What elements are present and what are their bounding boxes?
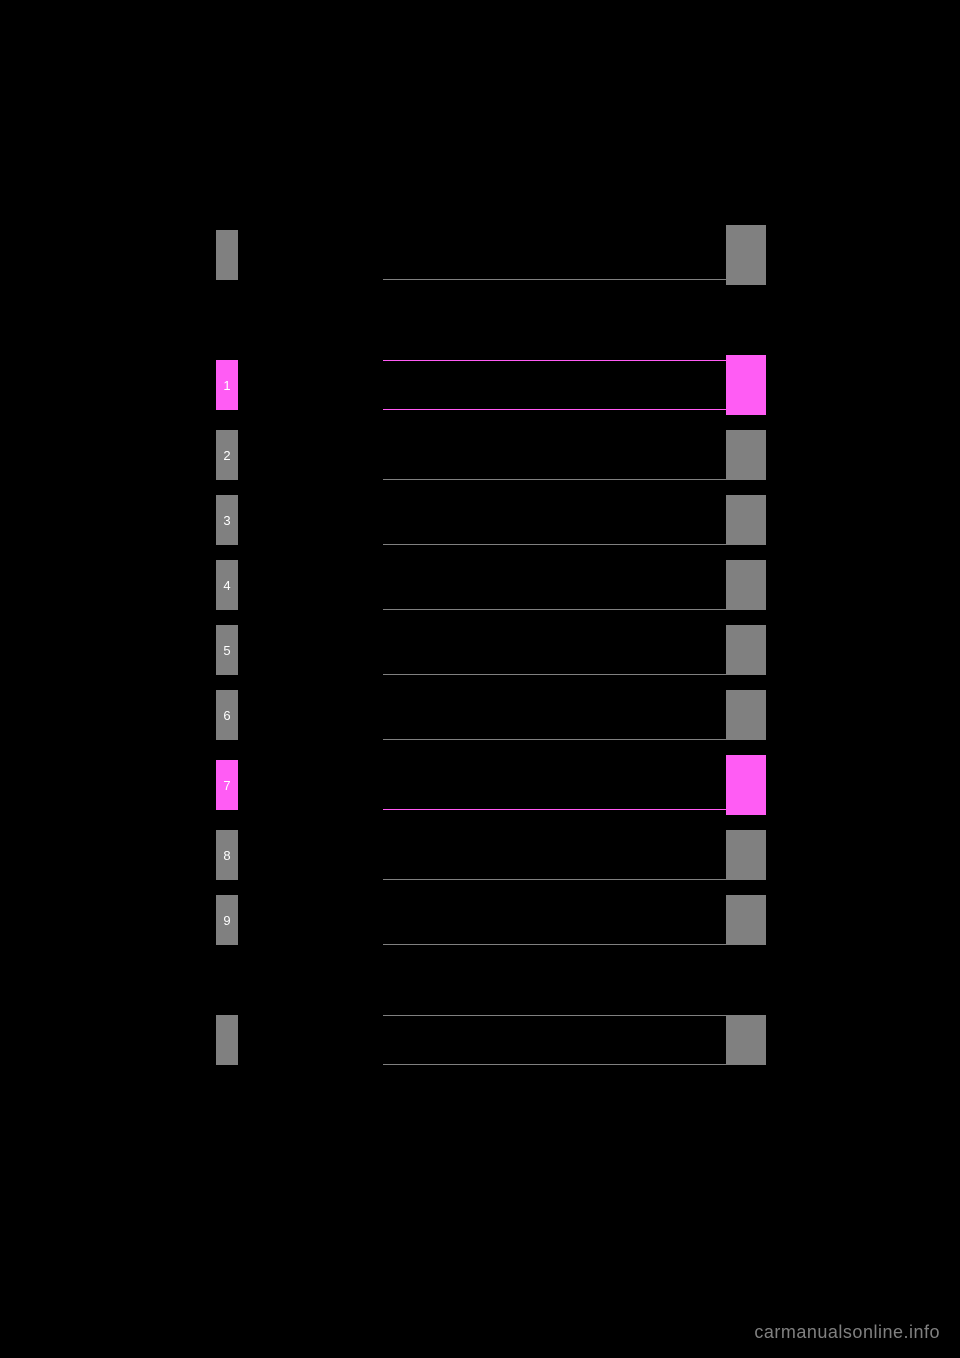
chapter-box-9	[383, 895, 726, 945]
toc-row-8: 8	[216, 830, 766, 880]
chapter-box-1	[383, 360, 726, 410]
tab-label-text: 5	[223, 643, 230, 658]
page-box-5	[726, 625, 766, 675]
tab-chapter-3: 3	[216, 495, 238, 545]
toc-row-intro	[216, 225, 766, 285]
tab-label-text: 3	[223, 513, 230, 528]
page-box-9	[726, 895, 766, 945]
tab-index	[216, 1015, 238, 1065]
chapter-box-index	[383, 1015, 726, 1065]
tab-label-text: 1	[223, 378, 230, 393]
tab-label-text: 6	[223, 708, 230, 723]
chapter-box-2	[383, 430, 726, 480]
toc-row-index	[216, 1015, 766, 1065]
tab-chapter-9: 9	[216, 895, 238, 945]
toc-row-6: 6	[216, 690, 766, 740]
toc-row-4: 4	[216, 560, 766, 610]
page-box-7	[726, 755, 766, 815]
tab-label-text: 2	[223, 448, 230, 463]
page-box-6	[726, 690, 766, 740]
toc-row-2: 2	[216, 430, 766, 480]
tab-chapter-1: 1	[216, 360, 238, 410]
tab-label-text: 4	[223, 578, 230, 593]
footer-watermark: carmanualsonline.info	[754, 1322, 940, 1343]
chapter-box-4	[383, 560, 726, 610]
tab-label-text: 7	[223, 778, 230, 793]
tab-intro	[216, 230, 238, 280]
tab-label-text: 9	[223, 913, 230, 928]
toc-row-5: 5	[216, 625, 766, 675]
toc-container: 1 2 3 4 5 6 7 8 9	[216, 225, 766, 1080]
toc-row-1: 1	[216, 355, 766, 415]
toc-row-7: 7	[216, 755, 766, 815]
page-box-intro	[726, 225, 766, 285]
chapter-box-intro	[383, 230, 726, 280]
page-box-1	[726, 355, 766, 415]
tab-label-text: 8	[223, 848, 230, 863]
page-box-3	[726, 495, 766, 545]
section-gap	[216, 300, 766, 355]
toc-row-9: 9	[216, 895, 766, 945]
tab-chapter-5: 5	[216, 625, 238, 675]
tab-chapter-8: 8	[216, 830, 238, 880]
section-gap	[216, 960, 766, 1015]
tab-chapter-6: 6	[216, 690, 238, 740]
toc-row-3: 3	[216, 495, 766, 545]
page-box-4	[726, 560, 766, 610]
chapter-box-5	[383, 625, 726, 675]
chapter-box-8	[383, 830, 726, 880]
tab-chapter-4: 4	[216, 560, 238, 610]
chapter-box-7	[383, 760, 726, 810]
page-box-2	[726, 430, 766, 480]
page-box-8	[726, 830, 766, 880]
tab-chapter-7: 7	[216, 760, 238, 810]
chapter-box-6	[383, 690, 726, 740]
tab-chapter-2: 2	[216, 430, 238, 480]
chapter-box-3	[383, 495, 726, 545]
page-box-index	[726, 1015, 766, 1065]
